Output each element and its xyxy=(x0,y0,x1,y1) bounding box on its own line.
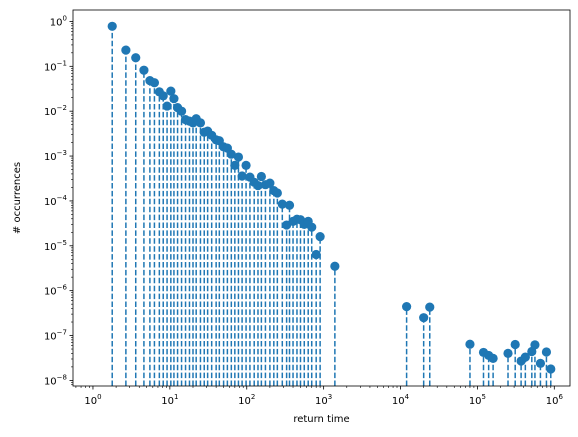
y-tick-label: 10−1 xyxy=(44,59,67,73)
x-tick-label: 100 xyxy=(84,393,101,407)
data-point xyxy=(195,118,206,128)
x-axis: 100 101 102 103 104 105 106 xyxy=(75,386,564,407)
data-point xyxy=(402,302,412,312)
data-point xyxy=(121,45,131,55)
y-tick-label: 10−2 xyxy=(44,104,67,118)
data-point xyxy=(510,339,520,350)
x-tick-label: 103 xyxy=(315,393,332,407)
y-tick-label: 10−3 xyxy=(44,149,67,163)
y-tick-label: 10−7 xyxy=(44,329,67,343)
x-tick-label: 101 xyxy=(161,393,178,407)
data-point xyxy=(149,78,160,88)
data-point xyxy=(503,348,513,358)
data-point xyxy=(535,358,546,368)
data-point xyxy=(107,21,117,31)
y-axis-label: # occurrences xyxy=(12,162,23,234)
data-point xyxy=(488,353,498,363)
data-point xyxy=(307,222,317,232)
data-point xyxy=(166,86,176,96)
data-point xyxy=(465,339,475,349)
y-tick-label: 10−8 xyxy=(44,373,67,387)
plot-frame xyxy=(72,9,571,387)
stem-lines xyxy=(111,26,552,386)
x-tick-label: 105 xyxy=(469,393,486,407)
data-point xyxy=(520,352,530,362)
data-point xyxy=(315,232,325,242)
data-point xyxy=(541,347,552,357)
x-tick-label: 106 xyxy=(546,393,564,407)
data-point xyxy=(253,180,263,191)
data-point xyxy=(233,152,244,162)
data-point xyxy=(419,313,429,323)
data-point xyxy=(530,340,540,350)
x-axis-label: return time xyxy=(293,414,349,425)
data-point xyxy=(237,171,247,181)
data-point xyxy=(241,160,251,170)
data-point xyxy=(330,261,340,271)
data-point xyxy=(284,200,295,210)
data-point xyxy=(277,199,287,209)
y-tick-label: 10−5 xyxy=(44,239,67,253)
data-point xyxy=(162,101,172,111)
data-point xyxy=(256,171,266,182)
data-point xyxy=(546,364,556,374)
data-point xyxy=(272,188,282,198)
data-point xyxy=(169,94,179,104)
y-tick-label: 10−4 xyxy=(44,194,68,208)
data-point xyxy=(425,302,435,312)
y-axis: 10−8 10−7 10−6 10−5 10−4 10−3 10−2 10−1 100 xyxy=(44,14,73,387)
x-tick-label: 104 xyxy=(392,393,410,407)
data-point xyxy=(230,160,240,170)
data-point xyxy=(131,53,141,63)
data-point xyxy=(158,91,168,101)
data-point xyxy=(176,106,187,116)
y-tick-label: 10−6 xyxy=(44,284,68,298)
data-point xyxy=(311,249,321,260)
data-points xyxy=(107,21,556,374)
data-point xyxy=(265,178,275,188)
data-point xyxy=(139,65,149,75)
data-point xyxy=(226,149,236,159)
x-tick-label: 102 xyxy=(238,393,255,407)
y-tick-label: 100 xyxy=(50,14,67,28)
